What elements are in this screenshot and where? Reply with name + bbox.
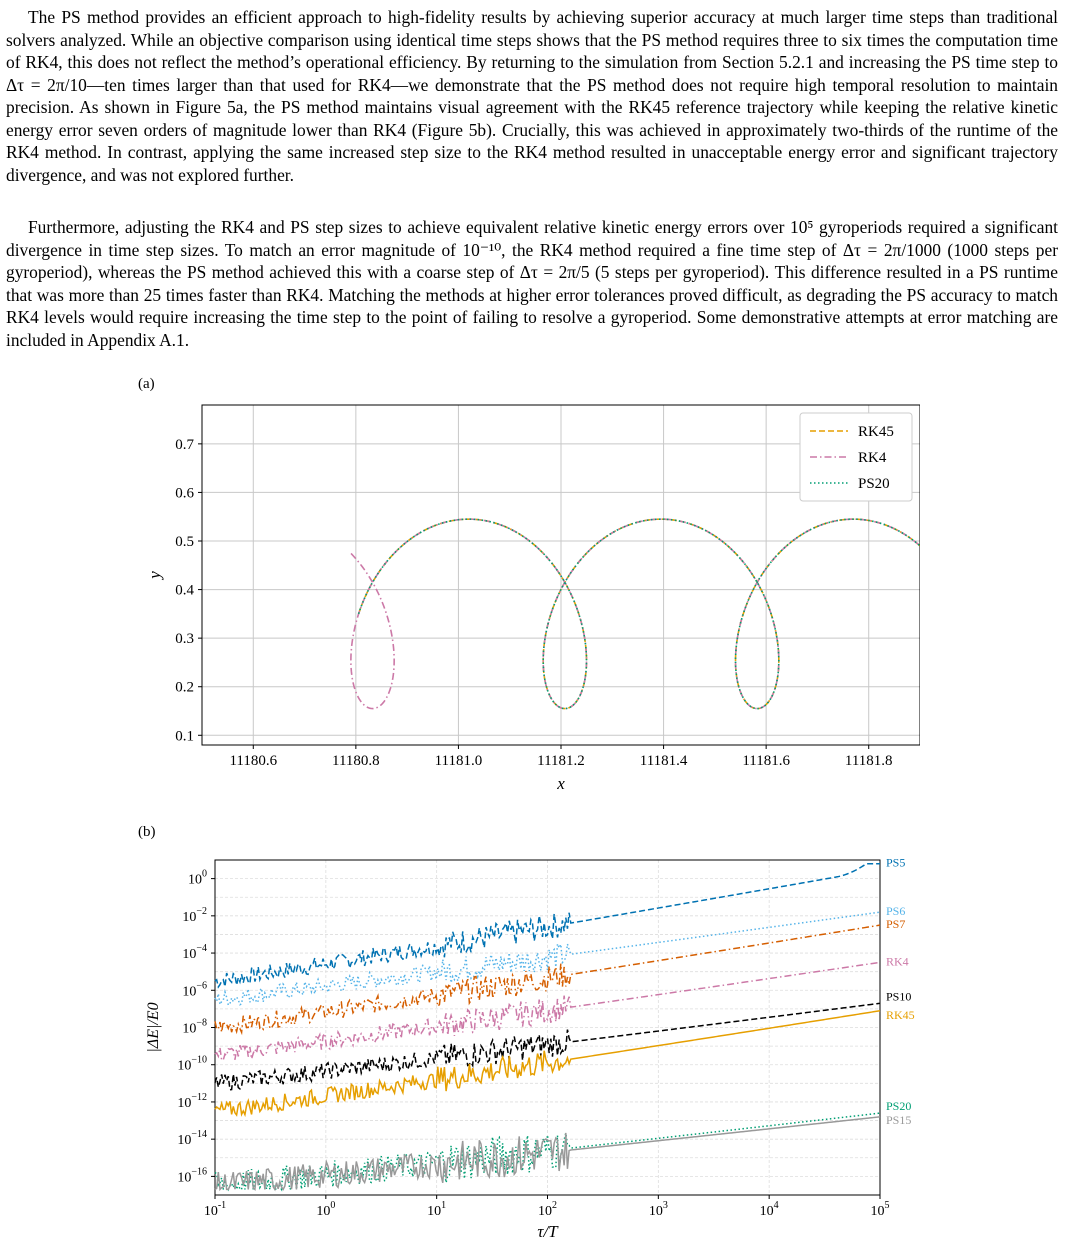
y-tick-label: 0.6 bbox=[175, 485, 194, 501]
series-ps6 bbox=[214, 911, 881, 1007]
paragraph-1: The PS method provides an efficient appr… bbox=[6, 7, 1058, 185]
legend-label-rk4: RK4 bbox=[858, 450, 887, 466]
series-ps10 bbox=[214, 1002, 881, 1091]
y-tick-label: 10−6 bbox=[182, 980, 207, 999]
figure-a-trajectory-plot: 11180.6 11180.8 11181.0 11181.2 11181.4 11181… bbox=[145, 404, 920, 793]
x-tick-label: 11180.6 bbox=[229, 753, 277, 769]
y-tick-label: 10−14 bbox=[177, 1129, 207, 1148]
x-tick-label: 11181.2 bbox=[537, 753, 585, 769]
y-tick-label: 10−4 bbox=[182, 943, 207, 962]
y-tick-label: 0.2 bbox=[175, 680, 194, 696]
series-label-rk45: RK45 bbox=[886, 1008, 915, 1022]
x-tick-label: 104 bbox=[760, 1200, 779, 1219]
panel-a-label: (a) bbox=[138, 376, 155, 392]
legend-label-ps20: PS20 bbox=[858, 476, 890, 492]
series-label-ps6: PS6 bbox=[886, 904, 905, 918]
x-tick-label: 11181.8 bbox=[845, 753, 893, 769]
x-tick-label: 102 bbox=[538, 1200, 557, 1219]
paragraph-2: Furthermore, adjusting the RK4 and PS st… bbox=[6, 217, 1058, 350]
y-tick-label: 10−2 bbox=[182, 906, 207, 925]
series-rk4 bbox=[214, 961, 881, 1062]
y-tick-label: 100 bbox=[188, 869, 207, 888]
figure-b-energy-error-plot: 10-1 100 101 102 103 104 105 100 10−2 10−4 10−6 10−… bbox=[145, 856, 915, 1241]
y-axis-label: |ΔE|/E0 bbox=[145, 1002, 162, 1052]
series-label-ps15: PS15 bbox=[886, 1113, 911, 1127]
y-tick-label: 10−10 bbox=[177, 1055, 207, 1074]
x-tick-label: 100 bbox=[316, 1200, 335, 1219]
x-tick-label: 11181.0 bbox=[435, 753, 483, 769]
y-tick-label: 0.7 bbox=[175, 437, 194, 453]
series-ps15 bbox=[214, 1116, 881, 1192]
series-ps7 bbox=[214, 924, 881, 1036]
series-ps5 bbox=[214, 862, 880, 989]
y-tick-label: 0.5 bbox=[175, 534, 194, 550]
x-tick-label: 11180.8 bbox=[332, 753, 380, 769]
panel-b-label: (b) bbox=[138, 824, 156, 840]
x-tick-label: 11181.4 bbox=[640, 753, 688, 769]
y-tick-label: 0.3 bbox=[175, 631, 194, 647]
y-tick-label: 10−8 bbox=[182, 1018, 207, 1037]
trajectory-rk45 bbox=[357, 518, 920, 710]
series-label-ps20: PS20 bbox=[886, 1099, 911, 1113]
x-tick-label: 10-1 bbox=[204, 1200, 226, 1219]
legend-label-rk45: RK45 bbox=[858, 424, 894, 440]
x-tick-label: 105 bbox=[871, 1200, 890, 1219]
y-tick-label: 10−16 bbox=[177, 1166, 207, 1185]
series-label-ps7: PS7 bbox=[886, 917, 905, 931]
y-tick-label: 10−12 bbox=[177, 1092, 207, 1111]
x-tick-label: 11181.6 bbox=[742, 753, 790, 769]
series-rk45 bbox=[214, 1010, 881, 1118]
trajectory-rk4 bbox=[350, 518, 920, 710]
trajectory-ps20 bbox=[357, 518, 920, 710]
legend-box bbox=[799, 412, 913, 502]
series-label-ps10: PS10 bbox=[886, 989, 911, 1003]
y-axis-label: y bbox=[145, 571, 164, 581]
x-tick-label: 103 bbox=[649, 1200, 668, 1219]
series-label-ps5: PS5 bbox=[886, 856, 905, 870]
y-tick-label: 0.4 bbox=[175, 583, 194, 599]
x-axis-label: x bbox=[556, 774, 565, 793]
plot-frame bbox=[201, 404, 920, 746]
plot-frame bbox=[214, 859, 881, 1196]
x-tick-label: 101 bbox=[427, 1200, 446, 1219]
y-tick-label: 0.1 bbox=[175, 728, 194, 744]
x-axis-label: τ/T bbox=[537, 1222, 559, 1241]
series-label-rk4: RK4 bbox=[886, 954, 909, 968]
